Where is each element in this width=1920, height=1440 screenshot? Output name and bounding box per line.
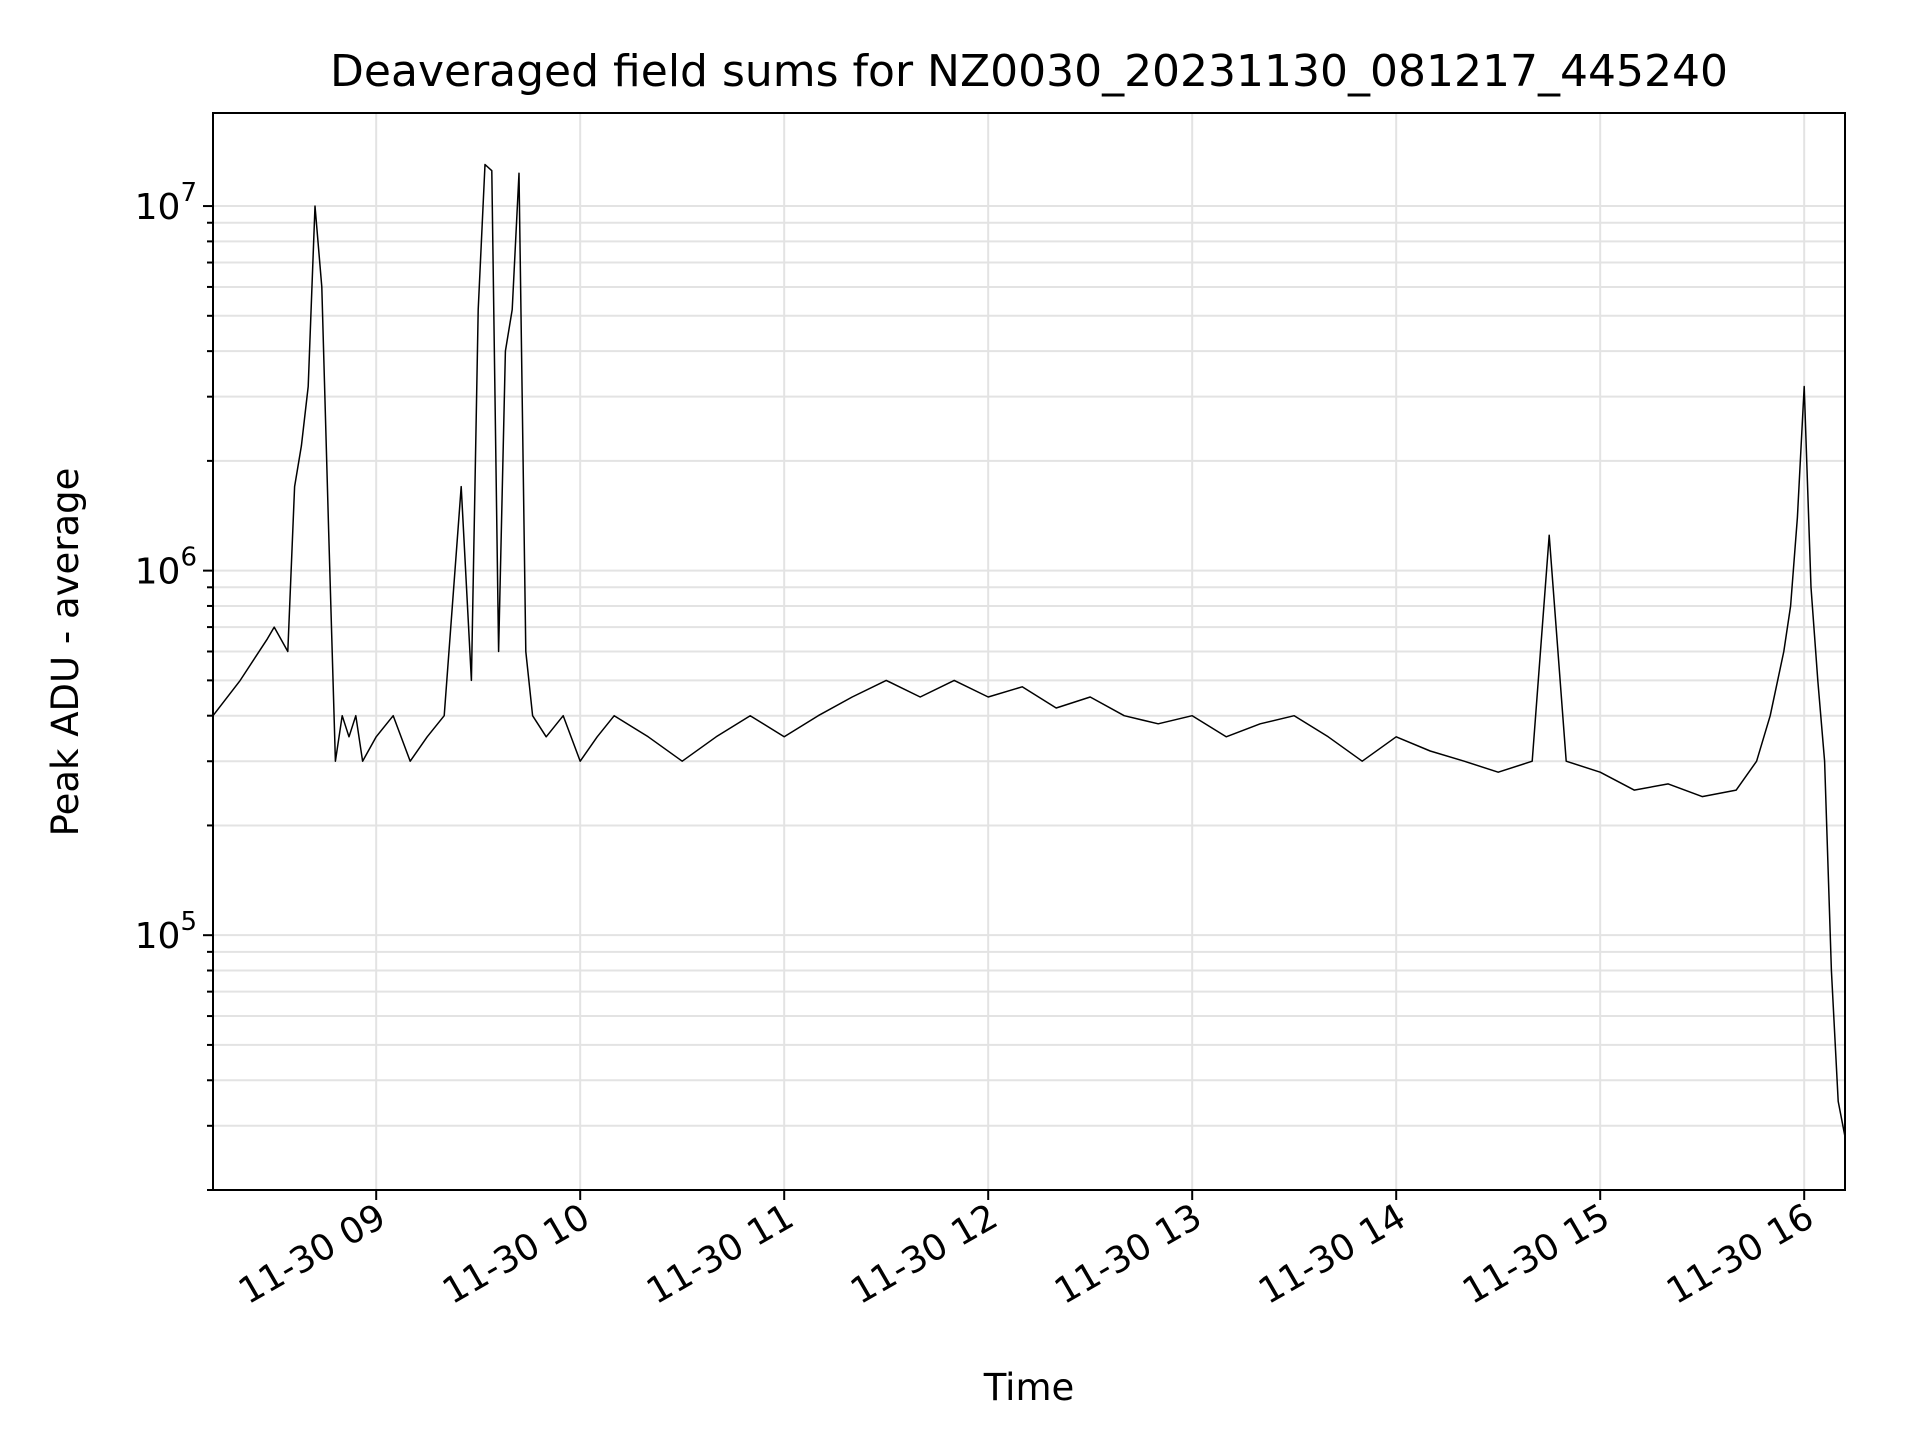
y-tick-label: 107 — [135, 178, 197, 228]
y-tick-base: 10 — [135, 552, 181, 593]
series-layer — [212, 163, 1846, 1137]
y-tick-base: 10 — [135, 187, 181, 228]
x-axis-label: Time — [983, 1366, 1075, 1409]
chart-title: Deaveraged field sums for NZ0030_2023113… — [330, 46, 1728, 97]
grid-lines — [213, 113, 1845, 1191]
y-tick-exponent: 6 — [180, 543, 197, 573]
y-tick-exponent: 7 — [180, 178, 197, 208]
y-tick-label: 106 — [135, 543, 197, 593]
y-tick-base: 10 — [135, 916, 181, 957]
y-axis-label: Peak ADU - average — [44, 468, 87, 837]
y-tick-label: 105 — [135, 907, 197, 957]
series-line — [212, 163, 1846, 1137]
y-tick-exponent: 5 — [180, 907, 197, 937]
